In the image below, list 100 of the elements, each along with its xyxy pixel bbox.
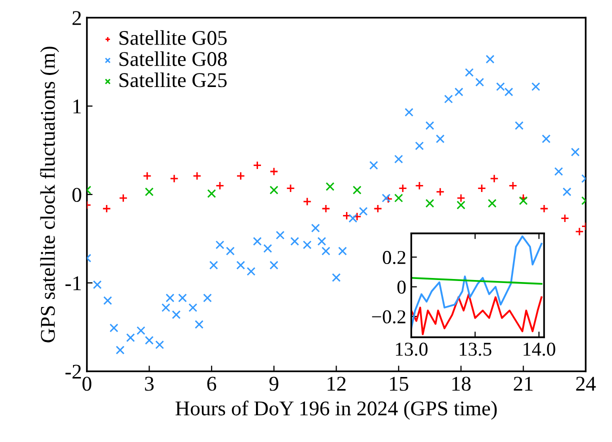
point [514, 121, 524, 130]
x-tick-label: 9 [269, 376, 278, 391]
point [332, 273, 341, 282]
point [486, 54, 494, 64]
point [252, 160, 262, 170]
point [490, 174, 499, 183]
x-tick-label: 21 [514, 376, 533, 391]
point [508, 181, 518, 190]
point [162, 303, 170, 312]
point [496, 82, 505, 91]
y-tick-label: -2 [65, 364, 81, 379]
point [144, 187, 154, 196]
point [270, 186, 278, 194]
point [286, 184, 295, 193]
point [317, 236, 326, 246]
point [488, 198, 497, 208]
x-tick-label: 0 [82, 376, 92, 391]
x-tick-label: 13.0 [396, 342, 428, 356]
y-tick-label: 1 [73, 100, 81, 114]
y-tick-label: 0 [72, 188, 82, 202]
point [454, 88, 464, 96]
point [475, 78, 484, 87]
point [170, 174, 179, 183]
point [404, 108, 414, 117]
point [290, 236, 300, 246]
point [144, 336, 154, 345]
point [464, 68, 474, 77]
point [352, 186, 362, 194]
point [562, 187, 572, 196]
point [155, 340, 164, 350]
point [270, 167, 278, 176]
x-tick-label: 13.5 [460, 342, 492, 356]
point [425, 198, 434, 208]
line-series [411, 235, 542, 330]
point [373, 204, 382, 213]
point [560, 214, 570, 223]
point [415, 181, 424, 190]
point [110, 324, 118, 332]
point [103, 296, 112, 305]
legend-label: Satellite G25 [120, 72, 227, 88]
point [226, 246, 235, 256]
point [276, 230, 285, 240]
legend-label: Satellite G08 [120, 51, 227, 66]
point [504, 88, 514, 96]
point [246, 267, 256, 276]
y-tick-label: 0.2 [382, 250, 406, 264]
point [554, 167, 564, 176]
point [398, 184, 408, 193]
x-tick-label: 12 [328, 376, 346, 391]
line-series [411, 293, 542, 336]
y-tick-label: 2 [72, 11, 81, 25]
legend-label: Satellite G05 [120, 30, 227, 45]
x-axis-title: Hours of DoY 196 in 2024 (GPS time) [176, 400, 497, 420]
y-axis-title: GPS satellite clock fluctuations (m) [40, 46, 60, 342]
point [444, 94, 453, 104]
point [540, 204, 548, 213]
point [136, 326, 146, 335]
point [216, 240, 224, 250]
point [102, 204, 112, 213]
point [358, 206, 368, 216]
point [369, 160, 378, 170]
point [188, 303, 198, 312]
point [252, 236, 262, 246]
point [236, 172, 246, 180]
point [203, 294, 212, 302]
x-tick-label: 15 [390, 376, 408, 391]
x-tick-label: 14.0 [524, 342, 556, 356]
point [542, 134, 551, 144]
point [126, 333, 135, 342]
point [270, 260, 278, 270]
point [207, 189, 216, 198]
point [352, 212, 362, 221]
point [425, 121, 434, 130]
point [570, 148, 580, 156]
point [118, 194, 128, 202]
x-tick-label: 24 [576, 376, 596, 391]
point [142, 172, 152, 180]
point [302, 240, 312, 250]
y-tick-label: −0.2 [372, 310, 406, 324]
point [166, 294, 174, 302]
point [348, 214, 358, 223]
point [436, 134, 445, 144]
point [178, 294, 187, 302]
point [92, 280, 102, 290]
point [194, 320, 204, 329]
y-tick-label: -1 [65, 276, 81, 290]
x-tick-label: 6 [207, 376, 216, 391]
point [172, 310, 181, 320]
point [338, 246, 347, 256]
point [436, 187, 445, 196]
point [326, 182, 334, 191]
point [531, 82, 540, 91]
point [209, 260, 218, 270]
point [322, 204, 330, 213]
point [415, 141, 424, 150]
x-tick-label: 18 [452, 376, 471, 391]
point [236, 260, 246, 270]
point [477, 184, 486, 193]
y-tick-label: 0 [397, 280, 406, 294]
point [263, 244, 272, 253]
